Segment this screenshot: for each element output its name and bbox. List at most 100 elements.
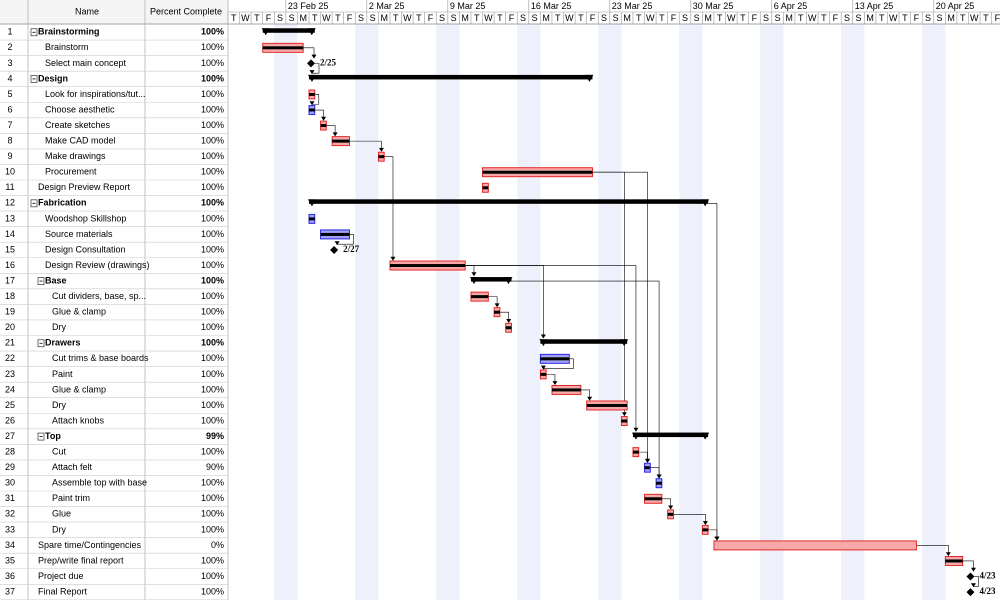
weekend-shade — [447, 24, 460, 600]
day-label: W — [241, 13, 250, 23]
day-label: M — [380, 13, 388, 23]
summary-bar[interactable] — [262, 28, 315, 33]
progress-bar — [332, 139, 350, 143]
task-name[interactable]: Glue & clamp — [52, 307, 106, 317]
summary-bar[interactable] — [308, 199, 709, 204]
day-label: T — [717, 13, 723, 23]
task-name[interactable]: Choose aesthetic — [45, 104, 115, 114]
summary-bar[interactable] — [540, 339, 628, 344]
day-label: T — [879, 13, 885, 23]
task-name[interactable]: Paint trim — [52, 493, 90, 503]
task-name[interactable]: Attach felt — [52, 462, 93, 472]
task-name[interactable]: Top — [45, 431, 61, 441]
task-name[interactable]: Fabrication — [38, 198, 87, 208]
day-label: F — [428, 13, 434, 23]
task-name[interactable]: Woodshop Skillshop — [45, 213, 126, 223]
task-name[interactable]: Project due — [38, 571, 84, 581]
task-name[interactable]: Brainstorm — [45, 42, 89, 52]
percent-header[interactable]: Percent Complete — [150, 6, 222, 16]
summary-bar[interactable] — [632, 432, 709, 438]
task-name[interactable]: Brainstorming — [38, 27, 100, 37]
task-name[interactable]: Glue & clamp — [52, 384, 106, 394]
percent-complete: 90% — [206, 462, 224, 472]
task-id: 16 — [5, 260, 15, 270]
progress-bar — [656, 481, 662, 485]
summary-bar[interactable] — [308, 74, 593, 80]
task-name[interactable]: Glue — [52, 509, 71, 519]
task-name[interactable]: Procurement — [45, 167, 97, 177]
task-name[interactable]: Design — [38, 73, 68, 83]
percent-complete: 100% — [201, 338, 224, 348]
day-label: M — [866, 13, 874, 23]
task-name[interactable]: Make drawings — [45, 151, 106, 161]
task-name[interactable]: Assemble top with base — [52, 478, 147, 488]
summary-bar[interactable] — [470, 277, 512, 282]
milestone[interactable] — [966, 588, 975, 597]
task-name[interactable]: Cut trims & base boards — [52, 353, 149, 363]
arrow-head — [552, 381, 558, 386]
task-id: 5 — [7, 89, 12, 99]
task-name[interactable]: Design Consultation — [45, 244, 126, 254]
name-header[interactable]: Name — [75, 6, 99, 16]
task-name[interactable]: Spare time/Contingencies — [38, 540, 142, 550]
dependency-line — [638, 451, 648, 460]
task-id: 29 — [5, 462, 15, 472]
milestone[interactable] — [966, 572, 975, 581]
task-name[interactable]: Select main concept — [45, 58, 127, 68]
task-name[interactable]: Design Review (drawings) — [45, 260, 150, 270]
day-label: F — [995, 13, 1000, 23]
task-name[interactable]: Drawers — [45, 338, 81, 348]
task-name[interactable]: Design Preview Report — [38, 182, 131, 192]
percent-complete: 100% — [201, 182, 224, 192]
task-name[interactable]: Dry — [52, 322, 66, 332]
milestone-label: 4/23 — [979, 571, 996, 581]
task-name[interactable]: Look for inspirations/tut... — [45, 89, 146, 99]
task-name[interactable]: Prep/write final report — [38, 555, 124, 565]
day-label: F — [833, 13, 839, 23]
week-label: 9 Mar 25 — [450, 1, 486, 11]
day-label: W — [646, 13, 655, 23]
task-name[interactable]: Cut dividers, base, sp... — [52, 291, 146, 301]
task-name[interactable]: Cut — [52, 447, 67, 457]
task-name[interactable]: Source materials — [45, 229, 113, 239]
progress-bar — [551, 388, 581, 392]
task-name[interactable]: Base — [45, 275, 67, 285]
task-id: 30 — [5, 478, 15, 488]
milestone[interactable] — [330, 245, 339, 254]
progress-bar — [482, 186, 489, 190]
task-id: 13 — [5, 213, 15, 223]
percent-complete: 100% — [201, 275, 224, 285]
percent-complete: 100% — [201, 229, 224, 239]
milestone[interactable] — [306, 59, 315, 68]
week-label: 13 Apr 25 — [855, 1, 894, 11]
task-name[interactable]: Attach knobs — [52, 415, 105, 425]
day-label: S — [451, 13, 457, 23]
task-name[interactable]: Dry — [52, 400, 66, 410]
task-id: 2 — [7, 42, 12, 52]
task-id: 17 — [5, 275, 15, 285]
day-label: S — [844, 13, 850, 23]
table-header — [0, 0, 228, 24]
task-bars: 2/25 2/27 4/23 4/23 — [261, 28, 996, 597]
task-name[interactable]: Dry — [52, 524, 66, 534]
percent-complete: 100% — [201, 369, 224, 379]
weekend-shade — [852, 24, 865, 600]
day-label: T — [393, 13, 399, 23]
task-bar[interactable] — [713, 540, 917, 551]
weekend-shade — [760, 24, 772, 600]
task-name[interactable]: Final Report — [38, 586, 88, 596]
percent-complete: 100% — [201, 58, 224, 68]
arrow-head — [332, 132, 338, 137]
summary-cap — [620, 339, 629, 347]
weekend-shade — [690, 24, 703, 600]
task-name[interactable]: Paint — [52, 369, 73, 379]
task-name[interactable]: Create sketches — [45, 120, 111, 130]
progress-bar — [667, 512, 674, 516]
progress-bar — [470, 295, 489, 299]
task-id: 8 — [7, 136, 12, 146]
progress-bar — [308, 108, 315, 112]
progress-bar — [320, 124, 327, 128]
progress-bar — [262, 46, 304, 50]
task-name[interactable]: Make CAD model — [45, 136, 116, 146]
